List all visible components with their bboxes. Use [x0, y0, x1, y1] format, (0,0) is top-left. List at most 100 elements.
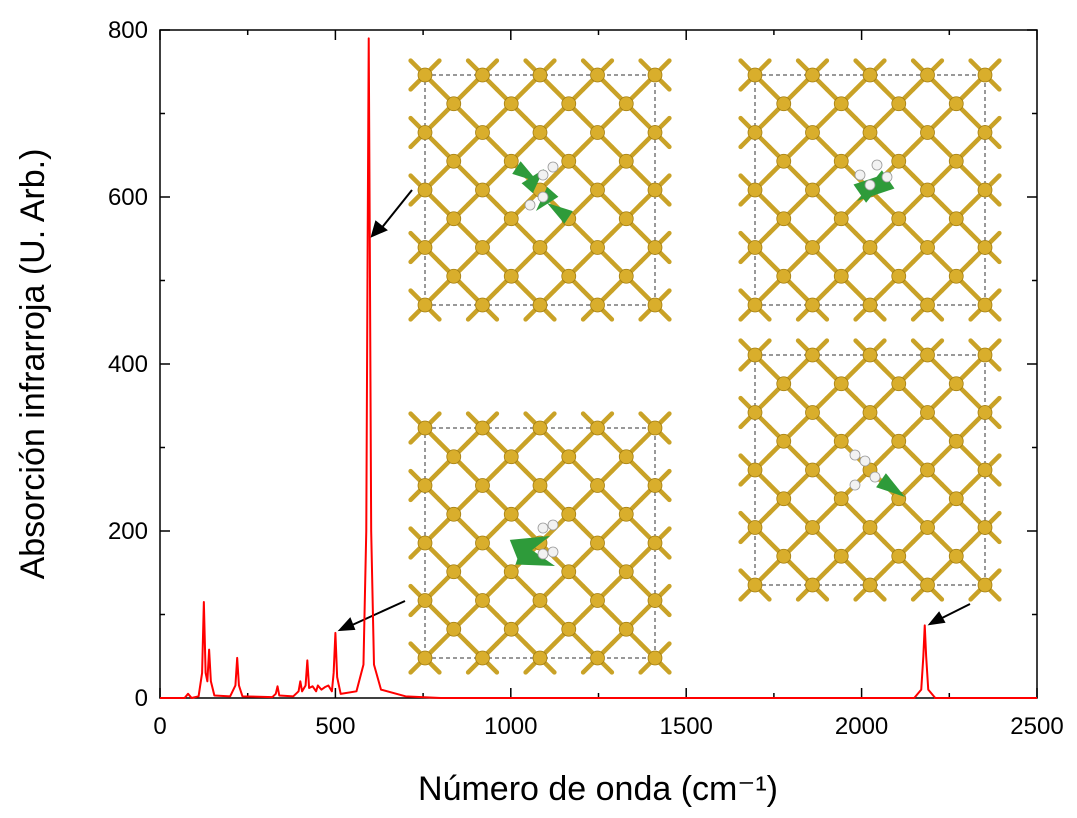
hydrogen — [881, 171, 893, 183]
atom — [805, 182, 820, 198]
atom — [532, 593, 548, 608]
hydrogen — [849, 449, 861, 461]
atom — [647, 650, 663, 666]
y-tick-label: 800 — [108, 17, 148, 44]
atom — [503, 96, 519, 112]
atom — [805, 297, 820, 313]
atom — [805, 240, 820, 255]
x-tick-label: 1500 — [660, 713, 713, 740]
atom — [833, 376, 849, 392]
atom — [776, 491, 792, 507]
atom — [920, 347, 935, 363]
mode-arrow — [515, 543, 555, 566]
atom — [446, 268, 462, 284]
atom — [747, 347, 763, 363]
atom — [590, 535, 605, 551]
hydrogen — [547, 546, 559, 558]
atom — [647, 593, 663, 608]
atom — [776, 153, 792, 169]
atom — [977, 182, 993, 198]
atom — [475, 182, 490, 198]
atom — [446, 621, 462, 637]
mode-arrow — [512, 161, 538, 182]
atom — [503, 449, 519, 465]
atom — [590, 67, 605, 83]
atom — [891, 548, 907, 564]
atom — [618, 153, 634, 169]
arrow-head — [370, 220, 388, 238]
atom — [561, 621, 577, 637]
atom — [862, 520, 878, 535]
atom — [618, 564, 634, 580]
atom — [532, 420, 548, 436]
arrow — [349, 600, 406, 627]
atom — [503, 153, 519, 169]
atom — [862, 347, 878, 363]
atom — [862, 297, 878, 313]
atom — [862, 240, 878, 255]
x-axis-label: Número de onda (cm⁻¹) — [418, 770, 778, 808]
atom — [862, 577, 878, 593]
atom — [647, 535, 663, 551]
structure-insets — [408, 58, 1002, 675]
atom — [618, 449, 634, 465]
atom — [561, 449, 577, 465]
atom — [475, 593, 490, 608]
atom — [475, 240, 490, 255]
lattice — [738, 58, 1002, 322]
atom — [618, 621, 634, 637]
atom — [948, 376, 964, 392]
atom — [475, 67, 490, 83]
atom — [805, 520, 820, 535]
x-tick-label: 0 — [153, 713, 166, 740]
atom — [503, 564, 519, 580]
atom — [833, 548, 849, 564]
atom — [862, 67, 878, 83]
hydrogen — [547, 161, 559, 173]
atom — [532, 67, 548, 83]
atom — [805, 125, 820, 140]
atom — [833, 153, 849, 169]
atom — [805, 67, 820, 83]
atom — [747, 462, 763, 478]
annotation-arrows — [337, 189, 971, 632]
atom — [618, 506, 634, 522]
arrow — [379, 189, 413, 231]
atom — [891, 268, 907, 284]
atom — [833, 211, 849, 227]
hydrogen — [864, 179, 876, 191]
atom — [647, 125, 663, 140]
atom — [590, 182, 605, 198]
atom — [446, 96, 462, 112]
atom — [417, 182, 433, 198]
atom — [561, 506, 577, 522]
atom — [647, 67, 663, 83]
atom — [475, 125, 490, 140]
atom — [618, 96, 634, 112]
atom — [833, 491, 849, 507]
atom — [475, 650, 490, 666]
atom — [977, 577, 993, 593]
y-tick-label: 200 — [108, 518, 148, 545]
atom — [920, 577, 935, 593]
atom — [647, 240, 663, 255]
x-tick-label: 1000 — [484, 713, 537, 740]
atom — [862, 125, 878, 140]
atom — [446, 153, 462, 169]
atom — [590, 297, 605, 313]
atom — [776, 96, 792, 112]
atom — [590, 240, 605, 255]
atom — [475, 420, 490, 436]
atom — [747, 297, 763, 313]
atom — [417, 420, 433, 436]
atom — [446, 506, 462, 522]
atom — [805, 347, 820, 363]
atom — [776, 433, 792, 449]
atom — [920, 182, 935, 198]
atom — [475, 297, 490, 313]
y-tick-label: 0 — [135, 685, 148, 712]
atom — [417, 478, 433, 493]
atom — [532, 125, 548, 140]
atom — [747, 520, 763, 535]
